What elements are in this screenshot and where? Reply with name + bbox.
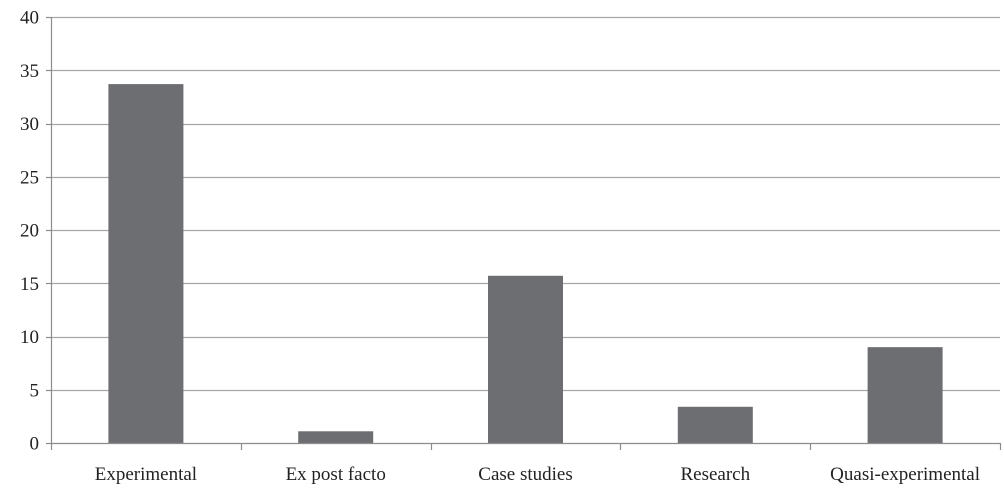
y-tick-label: 30	[20, 114, 39, 135]
x-axis-category-labels: Experimental Ex post facto Case studies Res…	[95, 464, 980, 485]
bar-case-studies	[488, 275, 563, 443]
y-tick-label: 10	[20, 327, 39, 348]
bar-experimental	[108, 84, 184, 443]
y-tick-label: 35	[20, 61, 39, 82]
x-category-label: Experimental	[95, 464, 197, 485]
axes	[46, 16, 1002, 450]
bar-research	[677, 406, 753, 443]
y-axis-tick-labels: 0 5 10 15 20 25 30 35 40	[20, 8, 39, 455]
y-tick-label: 5	[30, 380, 40, 401]
bar-quasi-experimental	[867, 347, 943, 443]
bars	[108, 84, 943, 443]
y-tick-label: 20	[20, 221, 39, 242]
y-tick-label: 25	[20, 167, 39, 188]
y-tick-label: 0	[30, 434, 40, 455]
x-category-label: Quasi-experimental	[830, 464, 980, 485]
y-tick-label: 15	[20, 274, 39, 295]
x-category-label: Ex post facto	[286, 464, 386, 485]
y-tick-label: 40	[20, 8, 39, 29]
bar-ex-post-facto	[298, 431, 374, 443]
x-category-label: Research	[680, 464, 750, 485]
x-category-label: Case studies	[478, 464, 572, 485]
